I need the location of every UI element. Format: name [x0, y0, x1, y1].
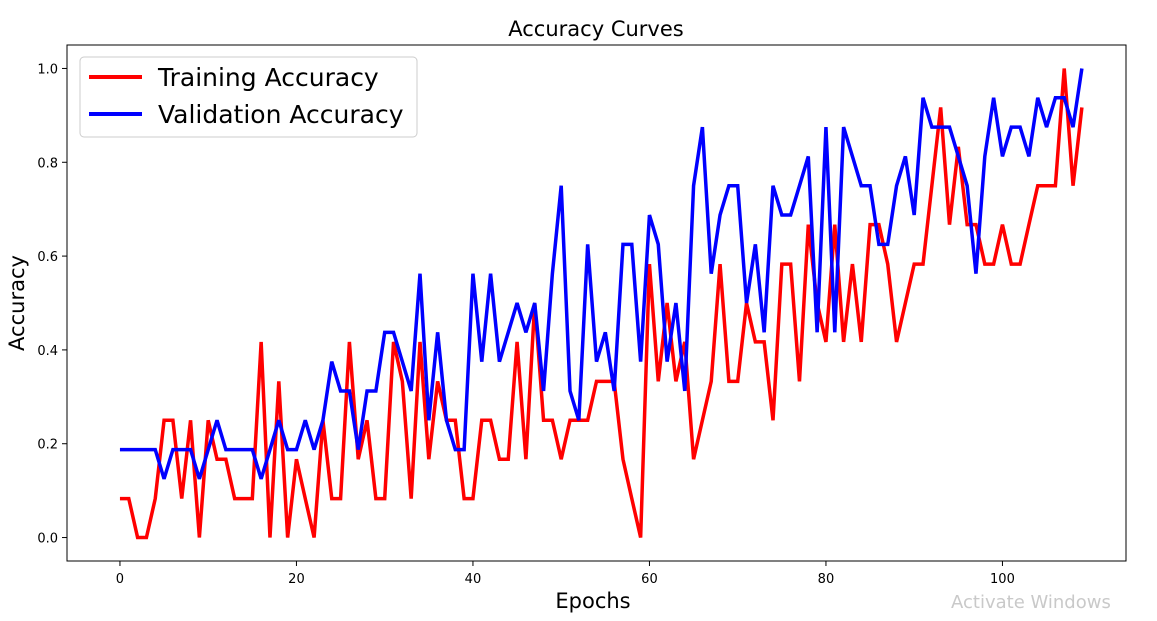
legend-label-validation: Validation Accuracy [158, 100, 404, 129]
y-tick-label: 0.0 [37, 532, 58, 547]
axis-ticks: 0 20 40 60 80 100 0.0 0.2 0.4 0.6 0.8 1.0 [37, 62, 1015, 587]
x-tick-label: 20 [288, 572, 305, 587]
y-tick-label: 1.0 [37, 62, 58, 77]
y-axis-label: Accuracy [5, 255, 29, 351]
legend-box [79, 56, 418, 138]
y-tick-label: 0.4 [37, 344, 58, 359]
x-tick-label: 80 [818, 572, 835, 587]
legend: Training Accuracy Validation Accuracy [79, 56, 418, 138]
y-tick-label: 0.8 [37, 156, 58, 171]
x-tick-label: 0 [116, 572, 124, 587]
activate-windows-watermark: Activate Windows [951, 592, 1111, 613]
x-tick-label: 40 [465, 572, 482, 587]
plot-area [119, 68, 1084, 540]
x-tick-label: 60 [641, 572, 658, 587]
chart-title: Accuracy Curves [508, 17, 683, 41]
validation-accuracy-line [119, 68, 1084, 480]
x-tick-label: 100 [990, 572, 1015, 587]
x-axis-label: Epochs [555, 589, 630, 613]
legend-label-training: Training Accuracy [157, 63, 379, 92]
plot-frame [66, 44, 1127, 562]
training-accuracy-line [119, 68, 1084, 540]
y-tick-label: 0.6 [37, 250, 58, 265]
y-tick-label: 0.2 [37, 438, 58, 453]
